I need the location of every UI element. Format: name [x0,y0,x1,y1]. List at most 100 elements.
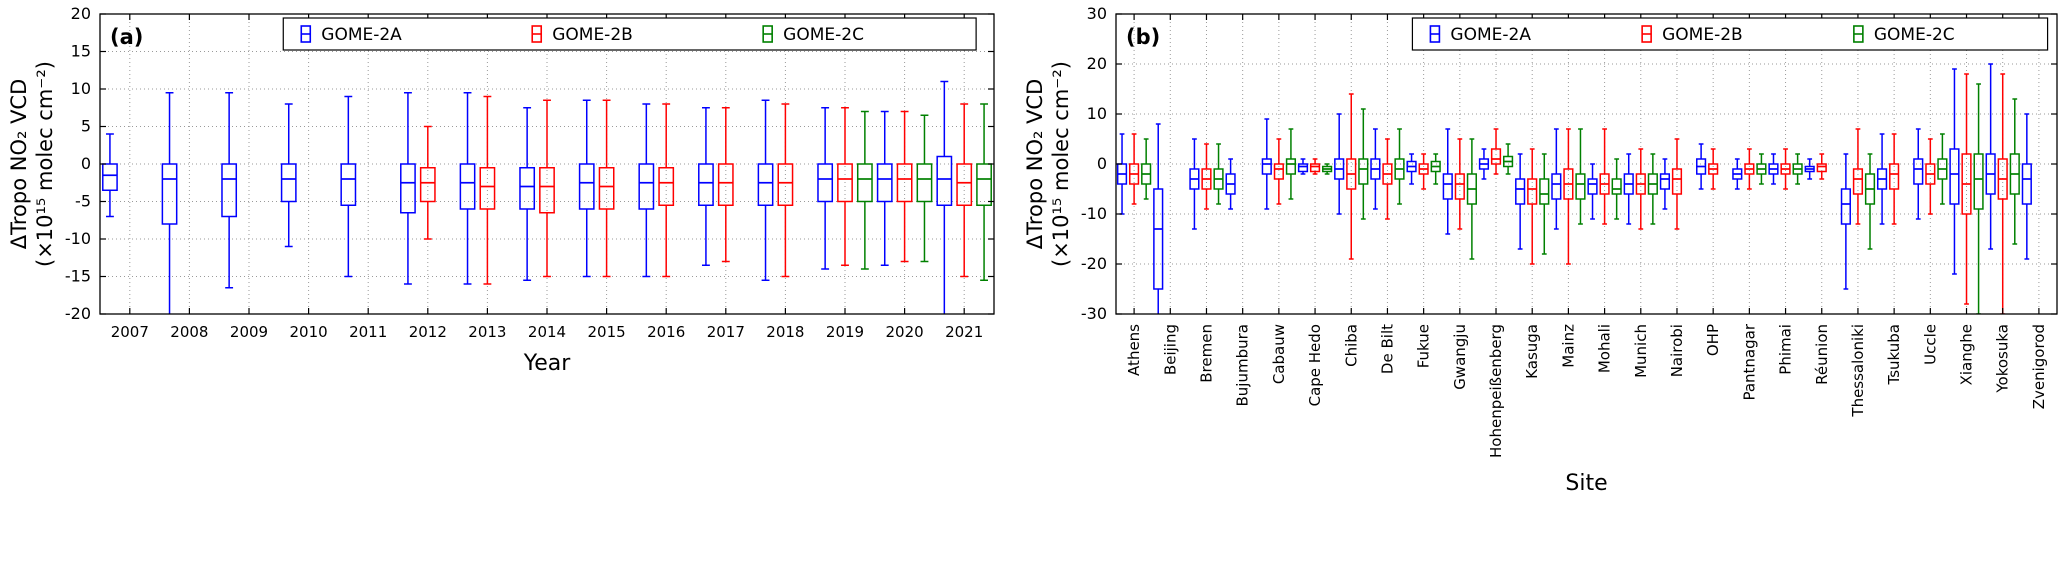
box-GOME-2A-Zvenigorod [2021,113,2032,260]
panel-b-chart: -30 -20 -10 0 10 20 30 Athens Beijing Bremen Bujum… [1023,4,2058,496]
box-GOME-2A-2012 [400,92,416,285]
legend: GOME-2A GOME-2B GOME-2C [282,17,977,51]
box-GOME-2A-2016 [638,103,655,278]
box-GOME-2C-Cabauw [1285,128,1297,200]
box-GOME-2B-Chiba [1346,93,1357,260]
box-GOME-2A-Beijing [1153,123,1164,314]
box-GOME-2B-2020 [896,110,913,263]
box-GOME-2B-Tsukuba [1889,133,1900,225]
box-GOME-2C-Cape Hedo [1322,163,1333,175]
svg-text:Mohali: Mohali [1596,324,1614,373]
y-tick-labels: -20 -15 -10 -5 0 5 10 15 20 [65,4,91,323]
y-axis-label: (×10¹⁵ molec cm⁻²) [33,61,57,267]
box-GOME-2A-2011 [340,95,357,278]
svg-text:-10: -10 [1081,204,1107,223]
svg-text:20: 20 [71,4,91,23]
svg-text:-5: -5 [75,192,91,211]
box-GOME-2C-2021 [976,103,992,281]
box-GOME-2A-OHP [1696,143,1707,190]
svg-text:-20: -20 [1081,254,1107,273]
legend-entry-GOME-2A: GOME-2A [300,25,402,45]
svg-text:30: 30 [1087,4,1107,23]
box-GOME-2B-Bremen [1201,143,1212,210]
svg-text:Athens: Athens [1125,324,1143,376]
svg-text:-15: -15 [65,267,91,286]
box-GOME-2B-Yokosuka [1997,73,2008,314]
box-GOME-2B-Mohali [1599,128,1610,225]
svg-text:Thessaloniki: Thessaloniki [1849,324,1867,418]
svg-text:-10: -10 [65,229,91,248]
svg-text:2009: 2009 [230,323,268,341]
box-GOME-2B-Cape Hedo [1309,158,1321,175]
svg-text:15: 15 [71,42,91,61]
box-GOME-2C-Kasuga [1539,153,1550,255]
box-GOME-2B-Uccle [1925,138,1936,215]
svg-text:2016: 2016 [647,323,685,341]
box-GOME-2A-Thessaloniki [1840,153,1851,290]
box-GOME-2C-Phimai [1792,153,1803,185]
box-GOME-2A-Bremen [1189,138,1200,230]
box-GOME-2B-2013 [479,95,496,285]
legend-entry-GOME-2B: GOME-2B [1641,25,1743,45]
svg-text:0: 0 [1097,154,1107,173]
box-GOME-2A-Chiba [1334,113,1345,215]
x-tick-labels: Athens Beijing Bremen Bujumbura Cabauw Cape H… [1125,323,2048,458]
box-GOME-2A-De Bilt [1370,128,1381,210]
svg-text:Zvenigorod: Zvenigorod [2030,324,2048,409]
box-GOME-2A-2009 [221,92,238,289]
svg-text:Cabauw: Cabauw [1270,324,1288,384]
legend-label-GOME-2C: GOME-2C [1874,25,1955,45]
box-GOME-2C-Thessaloniki [1864,153,1876,250]
box-GOME-2C-Xianghe [1973,83,1984,314]
box-GOME-2C-2020 [916,114,933,263]
svg-text:Hohenpeißenberg: Hohenpeißenberg [1487,324,1505,458]
box-GOME-2B-Phimai [1780,148,1791,190]
svg-text:Fukue: Fukue [1415,324,1433,368]
panel-label: (b) [1126,25,1160,49]
box-GOME-2B-Gwangju [1454,138,1465,230]
svg-text:2011: 2011 [349,323,387,341]
gridlines [1116,13,2057,315]
legend-label-GOME-2B: GOME-2B [552,25,633,45]
box-GOME-2A-2015 [578,99,595,278]
box-GOME-2B-Hohenpeißenberg [1490,128,1502,175]
axis-ticks [1116,13,2057,315]
legend-entry-GOME-2C: GOME-2C [762,25,864,45]
box-GOME-2A-Hohenpeißenberg [1478,148,1490,180]
box-GOME-2A-Mohali [1587,163,1598,220]
box-GOME-2A-Xianghe [1949,68,1960,275]
box-GOME-2A-Munich [1623,153,1634,225]
svg-text:2007: 2007 [111,323,149,341]
svg-text:Kasuga: Kasuga [1523,324,1541,379]
box-GOME-2B-Xianghe [1961,73,1972,305]
box-GOME-2C-Bremen [1213,143,1224,205]
box-GOME-2A-Mainz [1551,128,1562,230]
box-GOME-2A-2019 [817,107,834,270]
svg-text:Munich: Munich [1632,324,1650,378]
svg-text:5: 5 [81,117,91,136]
legend-entry-GOME-2B: GOME-2B [531,25,633,45]
svg-text:2017: 2017 [707,323,745,341]
box-GOME-2B-Thessaloniki [1852,128,1864,225]
box-GOME-2B-Nairobi [1671,138,1683,230]
box-GOME-2A-2018 [757,99,774,281]
box-GOME-2A-Yokosuka [1985,63,1996,250]
svg-text:20: 20 [1087,54,1107,73]
box-GOME-2A-Tsukuba [1876,133,1888,225]
box-GOME-2C-Hohenpeißenberg [1502,143,1514,175]
svg-text:Beijing: Beijing [1161,324,1179,375]
box-GOME-2A-Cabauw [1261,118,1272,210]
box-GOME-2C-Mohali [1611,158,1622,220]
box-GOME-2A-2020 [876,110,893,266]
svg-text:-20: -20 [65,304,91,323]
svg-text:2019: 2019 [826,323,864,341]
box-GOME-2C-Chiba [1358,108,1369,220]
box-GOME-2A-2021 [936,80,953,314]
box-GOME-2A-2017 [698,107,714,266]
svg-text:Chiba: Chiba [1342,324,1360,367]
box-GOME-2A-Uccle [1913,128,1924,220]
box-GOME-2B-2016 [658,103,675,278]
svg-text:Xianghe: Xianghe [1958,324,1976,385]
box-GOME-2B-De Bilt [1382,138,1393,220]
